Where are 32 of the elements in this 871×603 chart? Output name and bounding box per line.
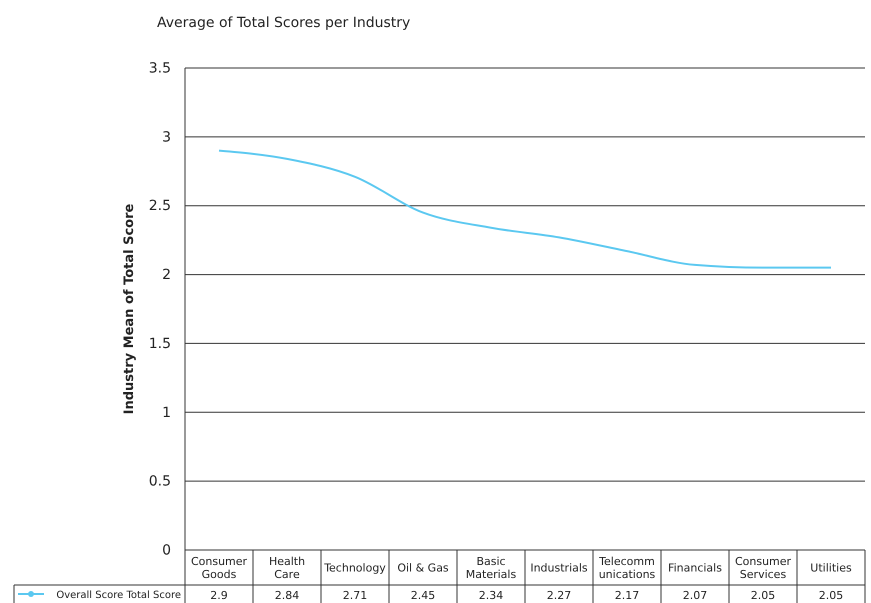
- x-tick-label: Industrials: [530, 562, 588, 574]
- data-label: 2.05: [818, 589, 844, 602]
- x-tick-label: Health Care: [268, 555, 306, 581]
- x-tick-label: Telecommunications: [598, 555, 656, 581]
- x-tick-label: Consumer Services: [734, 555, 792, 581]
- chart-title: Average of Total Scores per Industry: [157, 15, 410, 31]
- line-series: [218, 150, 832, 269]
- x-tick-label: Consumer Goods: [190, 555, 248, 581]
- data-label: 2.07: [682, 589, 708, 602]
- x-tick-label: Basic Materials: [466, 555, 516, 581]
- y-tick-label: 1.5: [148, 336, 171, 352]
- y-tick-label: 2.5: [148, 198, 171, 214]
- x-tick-label: Technology: [323, 562, 386, 574]
- data-label: 2.05: [750, 589, 776, 602]
- y-tick-label: 3.5: [148, 60, 171, 76]
- y-tick-label: 1: [162, 404, 171, 421]
- y-axis-title: Industry Mean of Total Score: [122, 203, 137, 414]
- y-tick-label: 0.5: [148, 474, 171, 490]
- data-label: 2.34: [478, 589, 504, 602]
- x-tick-label: Utilities: [810, 562, 852, 574]
- y-tick-label: 2: [162, 267, 171, 284]
- data-label: 2.45: [410, 589, 436, 602]
- data-label: 2.9: [210, 589, 228, 602]
- y-tick-label: 0: [162, 542, 171, 558]
- y-tick-label: 3: [162, 129, 171, 146]
- x-tick-label: Financials: [668, 562, 722, 574]
- data-label: 2.17: [614, 589, 640, 602]
- data-label: 2.84: [274, 589, 300, 602]
- data-label: 2.71: [342, 589, 368, 602]
- data-label: 2.27: [546, 589, 572, 602]
- legend-label: Overall Score Total Score: [56, 590, 181, 601]
- x-tick-label: Oil & Gas: [397, 562, 449, 574]
